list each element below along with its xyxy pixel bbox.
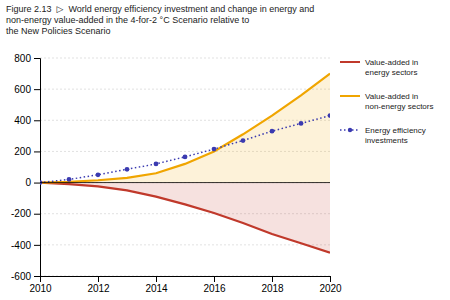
x-tick-mark — [330, 276, 331, 282]
x-tick: 2010 — [29, 276, 52, 294]
marker — [183, 154, 188, 159]
y-tick-label: -400 — [11, 240, 31, 251]
x-tick-label: 2010 — [29, 283, 52, 294]
marker — [96, 172, 101, 177]
plot: 2010 2012 2014 2016 2018 2020 -600 -400 -200 0 200… — [11, 53, 342, 294]
y-tick-mark — [34, 89, 40, 90]
y-tick: 0 — [25, 177, 40, 188]
x-tick-label: 2014 — [145, 283, 168, 294]
y-tick-label: 600 — [14, 84, 31, 95]
data — [40, 74, 330, 253]
marker — [154, 161, 159, 166]
marker — [270, 129, 275, 134]
x-tick-mark — [272, 276, 273, 282]
marker — [328, 113, 330, 118]
y-tick-mark — [34, 214, 40, 215]
y-tick-label: -200 — [11, 208, 31, 219]
x-tick-mark — [214, 276, 215, 282]
area — [40, 183, 330, 253]
area — [40, 74, 330, 183]
grid-line — [40, 244, 330, 245]
marker — [241, 138, 246, 143]
marker — [299, 121, 304, 126]
y-tick-label: 200 — [14, 146, 31, 157]
chart: Figure 2.13 ▷ World energy efficiency in… — [0, 0, 450, 300]
x-tick-mark — [98, 276, 99, 282]
y-tick-label: 800 — [14, 53, 31, 64]
marker — [125, 167, 130, 172]
x-tick-mark — [156, 276, 157, 282]
legend-item: Value-added innon-energy sectors — [340, 92, 433, 111]
line — [40, 183, 330, 253]
legend-label: Energy efficiencyinvestments — [365, 126, 426, 145]
x-tick-label: 2020 — [319, 283, 342, 294]
marker — [212, 147, 217, 152]
legend-marker — [348, 128, 352, 132]
grid — [40, 58, 330, 276]
x-tick: 2018 — [261, 276, 284, 294]
grid-line — [40, 182, 330, 183]
x-tick-label: 2016 — [203, 283, 226, 294]
y-tick: -400 — [11, 240, 40, 251]
y-tick: -200 — [11, 208, 40, 219]
x-axis: 2010 2012 2014 2016 2018 2020 — [29, 276, 342, 294]
grid-line — [40, 89, 330, 90]
y-tick: 800 — [14, 53, 40, 64]
legend-item: Value-added inenergy sectors — [340, 58, 418, 77]
grid-line — [40, 58, 330, 59]
y-tick-mark — [34, 151, 40, 152]
y-axis: -600 -400 -200 0 200 400 600 800 — [11, 53, 41, 282]
legend-label: Value-added innon-energy sectors — [365, 92, 433, 111]
line — [40, 116, 330, 183]
legend-swatch — [340, 95, 360, 97]
legend: Value-added inenergy sectors Value-added … — [340, 58, 433, 145]
y-tick-mark — [34, 183, 40, 184]
x-tick-label: 2012 — [87, 283, 110, 294]
y-tick-mark — [34, 245, 40, 246]
y-tick-label: -600 — [11, 271, 31, 282]
title: Figure 2.13 ▷ World energy efficiency in… — [6, 4, 314, 36]
marker — [67, 177, 72, 182]
legend-item: Energy efficiencyinvestments — [340, 126, 426, 145]
y-tick-mark — [34, 120, 40, 121]
x-axis-line — [41, 277, 331, 283]
x-tick: 2014 — [145, 276, 168, 294]
y-tick: 200 — [14, 146, 40, 157]
y-tick-label: 400 — [14, 115, 31, 126]
y-tick: -600 — [11, 271, 40, 282]
x-tick: 2020 — [319, 276, 342, 294]
legend-swatch — [340, 61, 360, 63]
y-tick-mark — [34, 276, 40, 277]
line — [40, 74, 330, 183]
legend-label: Value-added inenergy sectors — [365, 58, 418, 77]
zero-line — [40, 182, 330, 183]
y-tick: 600 — [14, 84, 40, 95]
x-tick-label: 2018 — [261, 283, 284, 294]
x-tick: 2016 — [203, 276, 226, 294]
y-tick-label: 0 — [25, 177, 31, 188]
y-axis-line — [34, 59, 41, 277]
x-tick: 2012 — [87, 276, 110, 294]
y-tick: 400 — [14, 115, 40, 126]
y-tick-mark — [34, 58, 40, 59]
